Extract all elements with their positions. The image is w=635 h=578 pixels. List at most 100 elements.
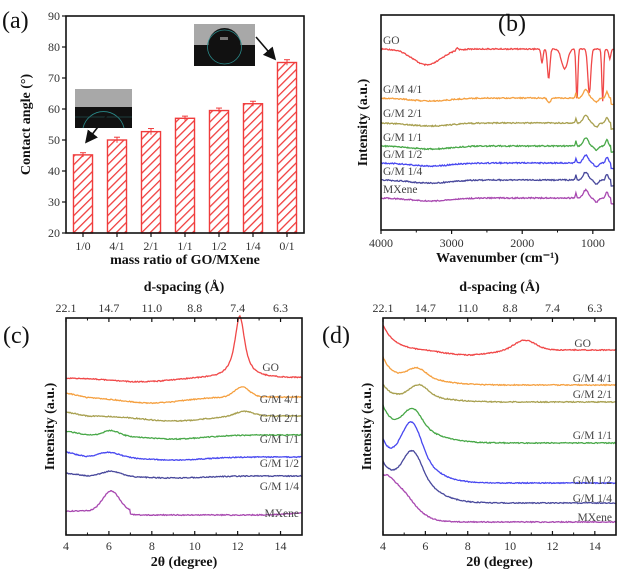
x-tick-label: 6 — [106, 539, 112, 553]
top-tick-label: 8.8 — [503, 301, 518, 315]
plot-frame — [380, 14, 615, 231]
top-axis-title: d-spacing (Å) — [144, 279, 225, 295]
y-tick-label: 90 — [48, 9, 60, 23]
series-label: G/M 1/1 — [260, 434, 300, 446]
x-axis-title: 2θ (degree) — [151, 555, 218, 570]
xrd-line-G-M-2-1 — [65, 410, 303, 422]
series-label: G/M 2/1 — [573, 389, 613, 401]
plot-frame — [382, 317, 617, 536]
x-axis-title: Wavenumber (cm⁻¹) — [436, 251, 559, 266]
arrow-icon — [85, 113, 109, 144]
xrd-line-G-M-1-2 — [65, 451, 303, 462]
x-tick-label: 8 — [149, 539, 155, 553]
top-tick-label: 22.1 — [56, 301, 77, 315]
xrd-line-G-M-1-4 — [65, 470, 303, 480]
series-label: G/M 4/1 — [383, 84, 423, 96]
droplet-image-MXene — [194, 24, 277, 66]
series-label: G/M 1/2 — [260, 458, 300, 470]
y-tick-label: 70 — [48, 71, 60, 85]
top-tick-label: 7.4 — [545, 301, 560, 315]
panel-label-d: (d) — [322, 323, 350, 349]
series-label: GO — [574, 338, 591, 350]
x-tick-label: 6 — [422, 539, 428, 553]
panel-label-c: (c) — [3, 323, 30, 349]
bar-2-1 — [140, 130, 162, 234]
series-label: G/M 4/1 — [260, 394, 300, 406]
xrd-line-G-M-1-4 — [382, 449, 616, 505]
series-label: G/M 1/4 — [383, 166, 423, 178]
y-axis-title: Intensity (a.u.) — [360, 382, 375, 470]
bar-1-4 — [242, 103, 264, 234]
top-tick-label: 7.4 — [230, 301, 245, 315]
plot-frame — [65, 15, 305, 234]
arrow-icon — [255, 36, 277, 61]
y-tick-label: 30 — [48, 195, 60, 209]
series-label: G/M 2/1 — [260, 413, 300, 425]
top-tick-label: 11.0 — [142, 301, 163, 315]
top-tick-label: 11.0 — [457, 301, 478, 315]
series-label: G/M 1/4 — [260, 481, 300, 493]
top-tick-label: 14.7 — [98, 301, 119, 315]
y-axis-title: Intensity (a.u.) — [43, 382, 58, 470]
xrd-line-G-M-2-1 — [382, 383, 617, 404]
xrd-line-G-M-4-1 — [65, 386, 302, 405]
x-tick-label: 1/4 — [245, 239, 260, 253]
x-tick-label: 14 — [275, 539, 287, 553]
series-label: G/M 1/2 — [573, 475, 613, 487]
series-label: G/M 1/4 — [573, 493, 613, 505]
series-label: GO — [383, 35, 400, 47]
x-tick-label: 1000 — [581, 236, 605, 250]
xrd-line-GO — [382, 324, 617, 357]
x-tick-label: 0/1 — [279, 239, 294, 253]
series-label: MXene — [578, 512, 613, 524]
x-tick-label: 14 — [589, 539, 601, 553]
panel-a-contact-angle-chart: (a) 1/0 4/1 2/1 1/1 1/2 1/4 0/1 20 30 40 50 60 70 80 9… — [2, 8, 305, 268]
bar-1-1 — [174, 117, 196, 234]
plot-frame — [65, 317, 303, 536]
droplet-image-GO — [75, 89, 132, 144]
spectrum-line-G-M-1-4 — [380, 171, 615, 187]
x-tick-label: 1/0 — [75, 239, 90, 253]
y-axis-title: Contact angle (°) — [19, 74, 34, 176]
top-tick-label: 6.3 — [587, 301, 602, 315]
top-tick-label: 22.1 — [373, 301, 394, 315]
x-tick-label: 1/1 — [177, 239, 192, 253]
series-label: MXene — [265, 508, 300, 520]
xrd-line-MXene — [66, 490, 303, 517]
top-tick-label: 14.7 — [415, 301, 436, 315]
panel-c-xrd-chart: (c) GO G/M 4/1 G/M 2/1 G/M 1/1 G/M 1/2 G/M 1/… — [3, 279, 303, 570]
spectrum-line-G-M-1-1 — [380, 137, 615, 154]
spectrum-line-G-M-2-1 — [380, 114, 615, 131]
panel-b-ftir-chart: (b) GOG/M 4/1G/M 2/1G/M 1/1G/M 1/2G/M 1/… — [356, 11, 615, 266]
xrd-line-G-M-1-1 — [65, 429, 303, 441]
xrd-line-G-M-1-2 — [382, 421, 617, 485]
top-tick-label: 8.8 — [187, 301, 202, 315]
xrd-line-GO — [65, 314, 302, 384]
x-tick-label: 10 — [504, 539, 516, 553]
y-tick-label: 20 — [48, 226, 60, 240]
series-label: G/M 1/1 — [573, 430, 613, 442]
x-tick-label: 1/2 — [211, 239, 226, 253]
series-label: MXene — [383, 184, 418, 196]
y-tick-label: 80 — [48, 40, 60, 54]
bar-4-1 — [106, 139, 128, 234]
series-label: G/M 1/2 — [383, 149, 423, 161]
bar-1-2 — [208, 109, 230, 234]
xrd-line-G-M-1-1 — [382, 404, 616, 445]
x-tick-label: 4 — [63, 539, 69, 553]
top-tick-label: 6.3 — [273, 301, 288, 315]
xrd-line-MXene — [382, 473, 617, 524]
y-tick-label: 40 — [48, 164, 60, 178]
panel-label-a: (a) — [2, 8, 29, 34]
spectrum-line-MXene — [380, 188, 615, 205]
x-tick-label: 12 — [546, 539, 558, 553]
x-tick-label: 4000 — [369, 236, 393, 250]
x-axis-title: 2θ (degree) — [466, 555, 533, 570]
bar-0-1 — [276, 61, 298, 234]
y-tick-label: 60 — [48, 102, 60, 116]
top-axis-title: d-spacing (Å) — [459, 279, 540, 295]
x-axis-title: mass ratio of GO/MXene — [110, 253, 260, 268]
x-tick-label: 2/1 — [143, 239, 158, 253]
spectrum-line-G-M-1-2 — [380, 153, 615, 170]
